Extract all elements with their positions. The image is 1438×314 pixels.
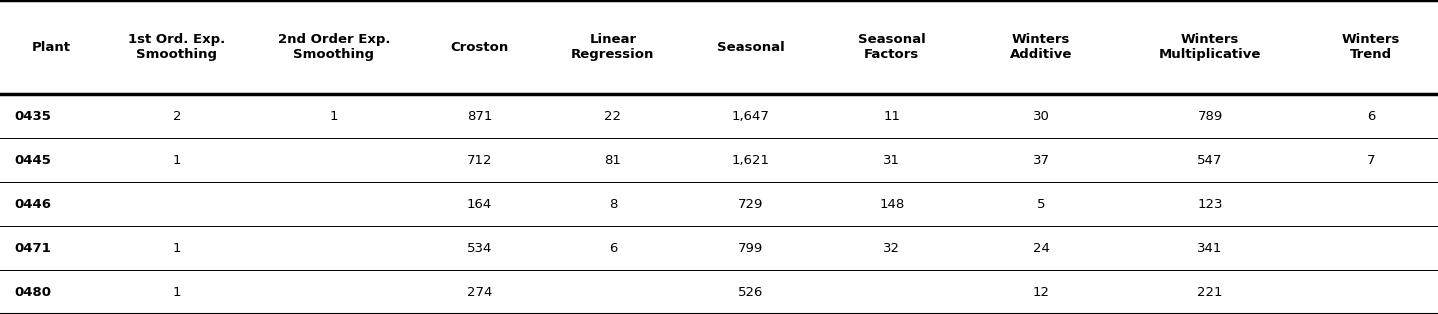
Text: 1,647: 1,647 [732,110,769,123]
Text: 30: 30 [1032,110,1050,123]
Text: Seasonal: Seasonal [716,41,784,54]
Text: Seasonal
Factors: Seasonal Factors [858,33,926,61]
Text: 789: 789 [1198,110,1222,123]
Text: 0446: 0446 [14,198,52,211]
Text: 0435: 0435 [14,110,52,123]
Text: Plant: Plant [32,41,70,54]
Text: 6: 6 [608,241,617,255]
Text: 8: 8 [608,198,617,211]
Text: 1: 1 [173,154,181,167]
Text: 871: 871 [467,110,492,123]
Text: Croston: Croston [450,41,509,54]
Text: 81: 81 [604,154,621,167]
Text: 5: 5 [1037,198,1045,211]
Text: 526: 526 [738,285,764,299]
Text: 37: 37 [1032,154,1050,167]
Text: 341: 341 [1198,241,1222,255]
Text: 31: 31 [883,154,900,167]
Text: Winters
Trend: Winters Trend [1342,33,1401,61]
Text: 1st Ord. Exp.
Smoothing: 1st Ord. Exp. Smoothing [128,33,226,61]
Text: 534: 534 [467,241,492,255]
Text: 0471: 0471 [14,241,52,255]
Text: 1: 1 [329,110,338,123]
Text: 0480: 0480 [14,285,52,299]
Text: 712: 712 [466,154,492,167]
Text: 7: 7 [1368,154,1376,167]
Text: Linear
Regression: Linear Regression [571,33,654,61]
Text: 24: 24 [1032,241,1050,255]
Text: 123: 123 [1198,198,1222,211]
Text: 12: 12 [1032,285,1050,299]
Text: 6: 6 [1368,110,1375,123]
Text: 1: 1 [173,285,181,299]
Text: Winters
Multiplicative: Winters Multiplicative [1159,33,1261,61]
Text: 799: 799 [738,241,764,255]
Text: 22: 22 [604,110,621,123]
Text: 547: 547 [1198,154,1222,167]
Text: 2nd Order Exp.
Smoothing: 2nd Order Exp. Smoothing [278,33,390,61]
Text: 729: 729 [738,198,764,211]
Text: 2: 2 [173,110,181,123]
Text: 148: 148 [879,198,905,211]
Text: 221: 221 [1198,285,1222,299]
Text: 32: 32 [883,241,900,255]
Text: Winters
Additive: Winters Additive [1009,33,1073,61]
Text: 11: 11 [883,110,900,123]
Text: 164: 164 [467,198,492,211]
Text: 1: 1 [173,241,181,255]
Text: 274: 274 [467,285,492,299]
Text: 1,621: 1,621 [732,154,769,167]
Text: 0445: 0445 [14,154,52,167]
